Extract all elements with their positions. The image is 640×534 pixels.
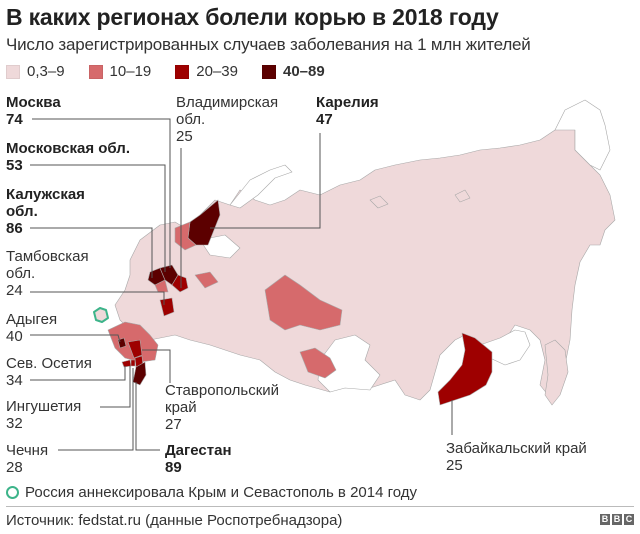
crimea-ring-icon [6,486,19,499]
label-value: 40 [6,328,23,345]
region-n-ossetia [121,359,132,368]
label-chechnya: Чечня 28 [6,442,48,476]
legend-item-0-3-9: 0,3–9 [6,63,65,80]
label-name: Ингушетия [6,398,82,415]
region-stavropol [127,339,143,359]
legend-label: 0,3–9 [27,63,65,80]
label-name: Забайкальский край [446,440,587,457]
label-name: Сев. Осетия [6,355,92,372]
label-name: Карелия [316,94,379,111]
region-zabaikalsky [437,332,493,406]
leader-moscow-obl [30,164,166,272]
region-khanty-mansi [264,274,343,331]
region-primorye [544,339,569,406]
novaya-zemlya [229,164,293,209]
label-value: 53 [6,157,23,174]
label-value: 86 [6,220,23,237]
crimea-footnote: Россия аннексировала Крым и Севастополь … [6,484,417,501]
legend-label: 10–19 [109,63,152,80]
label-name: Дагестан [165,442,232,459]
label-value: 25 [176,128,193,145]
label-zabaikalsky: Забайкальский край 25 [446,440,587,474]
label-name-2: обл. [176,111,206,128]
bbc-logo: B B C [600,514,634,525]
legend-swatch-dark [175,64,190,79]
leader-karelia [210,133,321,229]
label-ingushetia: Ингушетия 32 [6,398,81,432]
bbc-logo-letter: B [600,514,610,525]
chukotka [554,99,611,171]
legend-item-10-19: 10–19 [88,63,152,80]
leader-adygea [30,334,121,343]
chart-subtitle: Число зарегистрированных случаев заболев… [6,35,531,54]
region-ingushetia [130,359,136,367]
label-value: 27 [165,416,182,433]
legend-item-40-89: 40–89 [261,63,325,80]
unshaded-amur [479,329,531,366]
region-tomsk-novosibirsk [299,347,337,379]
label-value: 34 [6,372,23,389]
label-stavropol: Ставропольский край 27 [165,382,279,433]
label-name: Москва [6,94,61,111]
region-nizhny [194,271,219,289]
region-tula [154,279,169,293]
label-name-2: обл. [6,265,36,282]
region-crimea [93,307,109,323]
label-adygea: Адыгея 40 [6,311,57,345]
label-tambov: Тамбовская обл. 24 [6,248,89,299]
leader-n-ossetia [30,366,126,381]
label-value: 28 [6,459,23,476]
legend-item-20-39: 20–39 [175,63,238,80]
label-value: 74 [6,111,23,128]
label-name: Владимирская [176,94,279,111]
label-value: 89 [165,459,182,476]
label-name-2: край [165,399,197,416]
legend-label: 20–39 [196,63,238,80]
leader-tambov [30,291,165,305]
region-leningrad [174,221,197,251]
leader-kaluga [30,227,153,278]
label-name: Калужская [6,186,85,203]
leader-moscow [32,118,171,268]
bbc-logo-letter: B [612,514,622,525]
bbc-logo-letter: C [624,514,634,525]
legend-swatch-darkest [261,64,276,79]
region-vladimir [171,274,189,293]
leader-dagestan [135,382,160,451]
leader-stavropol [142,349,171,383]
leader-chechnya [58,368,134,451]
label-name: Тамбовская [6,248,89,265]
label-value: 24 [6,282,23,299]
leader-lines [30,118,453,451]
label-value: 32 [6,415,23,432]
arctic-island-1 [369,195,389,209]
russia-map [30,99,616,451]
label-name: Ставропольский [165,382,280,399]
label-kaluga: Калужская обл. 86 [6,186,85,237]
label-moscow: Москва 74 [6,94,61,128]
label-n-ossetia: Сев. Осетия 34 [6,355,92,389]
label-vladimir: Владимирская обл. 25 [176,94,278,145]
label-name: Московская обл. [6,140,130,157]
label-dagestan: Дагестан 89 [165,442,232,476]
label-value: 25 [446,457,463,474]
legend-swatch-medium [88,64,103,79]
legend-swatch-light [6,64,20,79]
label-value: 47 [316,111,333,128]
crimea-note-text: Россия аннексировала Крым и Севастополь … [25,484,418,501]
source-text: Источник: fedstat.ru (данные Роспотребна… [6,512,343,529]
legend: 0,3–9 10–19 20–39 40–89 [6,63,349,80]
chart-title: В каких регионах болели корью в 2018 год… [6,4,499,30]
arctic-island-2 [454,189,471,203]
footer-divider [6,506,634,507]
legend-label: 40–89 [282,63,325,80]
label-moscow-obl: Московская обл. 53 [6,140,130,174]
leader-ingushetia [100,366,131,408]
label-karelia: Карелия 47 [316,94,379,128]
label-name: Чечня [6,442,49,459]
label-name-2: обл. [6,203,38,220]
label-name: Адыгея [6,311,58,328]
